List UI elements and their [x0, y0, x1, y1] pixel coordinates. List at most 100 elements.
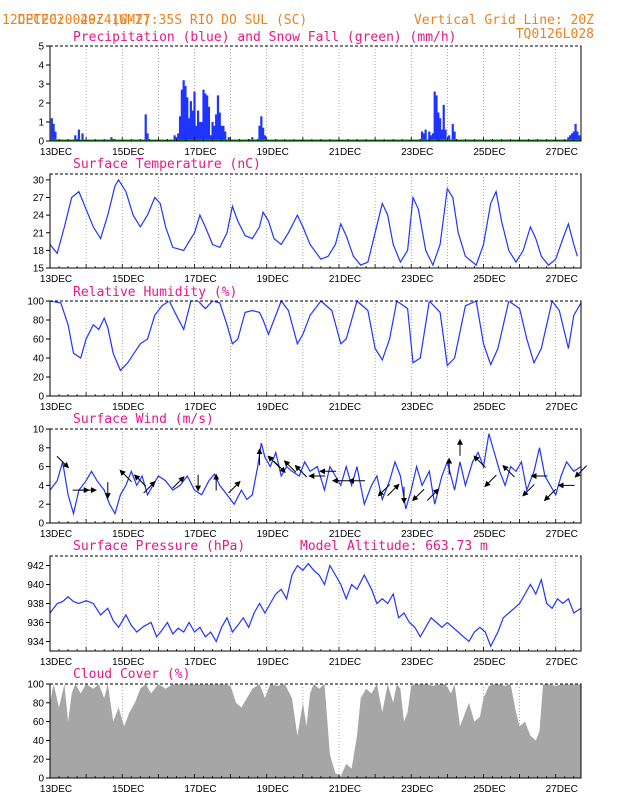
pressure-xtick-label: 25DEC: [473, 657, 505, 668]
cloud-ytick-label: 80: [33, 698, 45, 709]
wind-vector-arrow: [377, 484, 391, 497]
temp-ytick-label: 24: [33, 211, 45, 222]
cloud-xtick-label: 15DEC: [112, 784, 144, 795]
precip-bar: [54, 131, 57, 141]
precip-bar: [222, 125, 225, 141]
precip-bar: [428, 131, 431, 141]
precip-bar: [437, 112, 440, 141]
pressure-xtick-label: 19DEC: [257, 657, 289, 668]
precip-bar: [578, 135, 581, 141]
precip-bar: [260, 116, 263, 141]
wind-ytick-label: 6: [38, 462, 44, 473]
pressure-xtick-label: 17DEC: [184, 657, 216, 668]
wind-line: [49, 433, 582, 516]
precip-bar: [453, 131, 456, 141]
header-grid-note: Vertical Grid Line: 20Z: [413, 13, 594, 28]
precip-bar: [576, 131, 579, 141]
precip-title: Precipitation (blue) and Snow Fall (gree…: [73, 30, 457, 45]
cloud-ytick-label: 60: [33, 717, 45, 728]
rh-xtick-label: 13DEC: [40, 402, 72, 413]
precip-bar: [227, 137, 230, 141]
precip-bar: [198, 122, 202, 141]
temp-ytick-label: 30: [33, 175, 45, 186]
cloud-xtick-label: 27DEC: [546, 784, 578, 795]
panel-pressure: Surface Pressure (hPa) Model Altitude: 66…: [27, 539, 582, 668]
precip-bar: [433, 91, 436, 141]
wind-ytick-label: 4: [38, 481, 44, 492]
cloud-xtick-label: 17DEC: [184, 784, 216, 795]
precip-ytick-label: 3: [38, 80, 44, 91]
temp-xtick-label: 19DEC: [257, 274, 289, 285]
rh-title: Relative Humidity (%): [73, 285, 237, 300]
cloud-ytick-label: 40: [33, 736, 45, 747]
wind-vector-arrow: [543, 488, 557, 502]
pressure-ytick-label: 942: [27, 561, 44, 572]
wind-vector-arrow: [133, 474, 147, 487]
precip-bar: [50, 118, 53, 141]
wind-xtick-label: 15DEC: [112, 529, 144, 540]
precip-bar: [448, 135, 451, 141]
wind-xtick-label: 25DEC: [473, 529, 505, 540]
precip-bar: [216, 95, 220, 141]
panel-precip: Precipitation (blue) and Snow Fall (gree…: [38, 30, 582, 158]
precip-bar: [451, 123, 454, 141]
wind-vector-arrow: [56, 455, 70, 469]
precip-bar: [211, 122, 214, 141]
cloud-title: Cloud Cover (%): [73, 667, 190, 682]
precip-xtick-label: 25DEC: [473, 147, 505, 158]
precip-bar: [173, 135, 176, 141]
precip-bar: [442, 104, 445, 141]
precip-frame: [49, 45, 582, 142]
pressure-annotation: Model Altitude: 663.73 m: [300, 539, 488, 554]
panel-temp: Surface Temperature (nC) 15 18 21 24 27 30 13DE…: [33, 157, 582, 285]
precip-bar: [213, 125, 216, 141]
precip-bar: [189, 101, 192, 141]
rh-xtick-label: 19DEC: [257, 402, 289, 413]
temp-xtick-label: 27DEC: [546, 274, 578, 285]
cloud-xtick-label: 21DEC: [329, 784, 361, 795]
precip-bar: [435, 95, 438, 141]
pressure-ytick-label: 938: [27, 599, 44, 610]
temp-ytick-label: 21: [33, 228, 45, 239]
pressure-frame: [49, 555, 582, 652]
precip-bar: [186, 97, 189, 141]
cloud-xtick-label: 19DEC: [257, 784, 289, 795]
wind-xtick-label: 21DEC: [329, 529, 361, 540]
rh-ytick-label: 80: [33, 316, 45, 327]
wind-ytick-label: 2: [38, 500, 44, 511]
precip-bar: [187, 118, 191, 141]
rh-xtick-label: 25DEC: [473, 402, 505, 413]
precip-bar: [224, 131, 227, 141]
pressure-xtick-label: 23DEC: [401, 657, 433, 668]
precip-bar: [81, 133, 84, 141]
precip-xtick-label: 19DEC: [257, 147, 289, 158]
temp-xtick-label: 21DEC: [329, 274, 361, 285]
precip-xtick-label: 27DEC: [546, 147, 578, 158]
wind-xtick-label: 19DEC: [257, 529, 289, 540]
wind-vector-arrow: [283, 460, 297, 473]
precip-bar: [146, 133, 149, 141]
precip-xtick-label: 13DEC: [40, 147, 72, 158]
header-location: RIO DO SUL (SC): [189, 13, 308, 28]
precip-bar: [220, 125, 223, 141]
precip-bar: [197, 110, 200, 141]
precip-bar: [422, 133, 425, 141]
precip-bar: [444, 129, 447, 141]
temp-xtick-label: 13DEC: [40, 274, 72, 285]
precip-bar: [180, 89, 183, 141]
precip-bar: [209, 135, 212, 141]
precip-bar: [263, 135, 267, 141]
temp-xtick-label: 15DEC: [112, 274, 144, 285]
precip-bar: [144, 114, 147, 141]
wind-xtick-label: 17DEC: [184, 529, 216, 540]
precip-bar: [206, 95, 209, 141]
precip-bar: [77, 129, 80, 141]
wind-ytick-label: 0: [38, 519, 44, 530]
wind-vector-arrow: [172, 476, 185, 489]
precip-ytick-label: 4: [38, 61, 44, 72]
precip-bar: [251, 137, 254, 141]
pressure-xtick-label: 21DEC: [329, 657, 361, 668]
wind-title: Surface Wind (m/s): [73, 412, 214, 427]
precip-bar: [191, 110, 194, 141]
